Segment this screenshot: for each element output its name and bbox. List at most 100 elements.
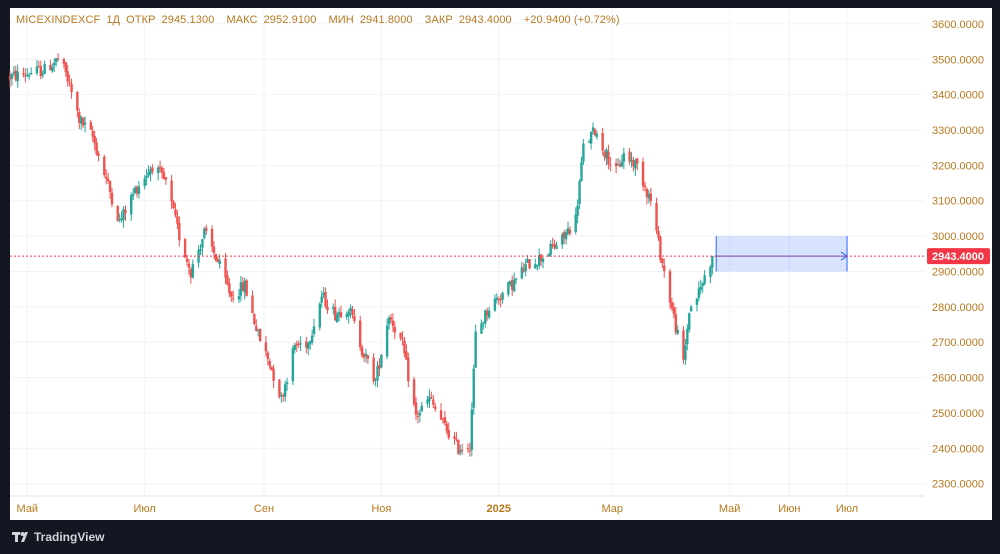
candle	[457, 439, 460, 455]
candle	[66, 65, 69, 87]
candle	[520, 261, 524, 280]
candle	[578, 179, 581, 210]
candle	[293, 342, 296, 354]
candle	[8, 71, 12, 88]
y-tick-label: 3200.0000	[932, 160, 984, 172]
candle	[524, 258, 527, 277]
projection-box[interactable]	[715, 236, 848, 272]
candle	[239, 276, 243, 302]
candle	[120, 211, 123, 223]
candle	[609, 156, 612, 172]
candle	[407, 352, 410, 388]
candle	[439, 403, 443, 420]
y-tick-label: 3100.0000	[932, 196, 984, 208]
y-tick-label: 2800.0000	[932, 302, 984, 314]
candle	[641, 157, 645, 191]
last-price-tag-label: 2943.4000	[932, 251, 984, 263]
candle	[682, 326, 685, 364]
candle	[337, 307, 341, 322]
candle	[595, 130, 599, 140]
candle	[709, 265, 712, 284]
candle	[628, 147, 631, 165]
x-axis-ticks: Май Июл Сен Ноя 2025 Мар Май Июн Июл	[17, 503, 859, 515]
candle	[697, 281, 701, 302]
candle	[703, 270, 706, 286]
candle	[291, 345, 295, 385]
candle	[266, 350, 270, 365]
x-tick-label: Июл	[134, 503, 156, 515]
candle	[528, 258, 531, 270]
candle	[137, 180, 141, 199]
candle	[24, 68, 27, 83]
candle	[83, 116, 87, 133]
candle	[537, 248, 541, 270]
legend-interval[interactable]: 1Д	[106, 14, 121, 26]
legend-change: +20.9400 (+0.72%)	[523, 14, 620, 26]
tradingview-brand[interactable]: TradingView	[12, 530, 104, 544]
candle	[349, 304, 352, 319]
candle	[509, 280, 512, 287]
legend-close-label: ЗАКР	[424, 14, 453, 26]
candle	[135, 185, 139, 198]
candles	[8, 53, 714, 457]
legend-high-label: МАКС	[226, 14, 258, 26]
candle	[49, 59, 52, 71]
candle	[324, 287, 327, 309]
candle	[310, 329, 314, 346]
candle	[366, 354, 370, 364]
candle	[453, 432, 456, 445]
candle	[385, 318, 389, 360]
y-tick-label: 2600.0000	[932, 373, 984, 385]
candle	[593, 127, 597, 137]
candle	[285, 377, 289, 391]
candle	[684, 339, 687, 366]
candle	[53, 58, 56, 73]
candle	[295, 340, 298, 352]
candle	[562, 229, 566, 244]
y-tick-label: 2900.0000	[932, 266, 984, 278]
candle	[307, 341, 310, 356]
candle	[511, 275, 514, 296]
candle	[145, 168, 148, 186]
projection-range[interactable]	[716, 236, 848, 272]
candle	[205, 224, 208, 235]
candle	[616, 158, 620, 166]
candle	[403, 336, 406, 358]
candle	[70, 78, 73, 99]
candle	[124, 205, 127, 221]
candle	[389, 313, 393, 323]
candle	[695, 298, 699, 312]
x-tick-label: Июл	[836, 503, 858, 515]
candle	[393, 321, 397, 340]
candle	[643, 181, 647, 192]
legend-symbol[interactable]: MICEXINDEXCF	[16, 14, 101, 26]
legend-low-label: МИН	[328, 14, 354, 26]
candle	[226, 270, 229, 286]
candle	[201, 238, 204, 256]
candle	[549, 240, 552, 257]
candle	[426, 395, 429, 408]
candle	[312, 318, 316, 337]
y-tick-label: 2500.0000	[932, 408, 984, 420]
candle	[347, 309, 350, 324]
candle	[237, 288, 241, 303]
candle	[108, 180, 112, 199]
candle	[183, 237, 187, 259]
candle	[360, 344, 364, 359]
candle	[54, 57, 58, 67]
candle	[282, 393, 285, 402]
candle	[605, 147, 608, 166]
chart-frame[interactable]	[10, 8, 924, 520]
candle	[553, 239, 556, 250]
candle	[305, 336, 308, 354]
candle	[399, 332, 402, 341]
candle	[441, 417, 445, 424]
candle	[97, 150, 100, 162]
candle	[405, 344, 408, 360]
candle	[62, 57, 66, 68]
candle	[103, 154, 106, 178]
candle	[170, 174, 173, 209]
candle	[657, 226, 660, 241]
candle	[432, 394, 435, 409]
